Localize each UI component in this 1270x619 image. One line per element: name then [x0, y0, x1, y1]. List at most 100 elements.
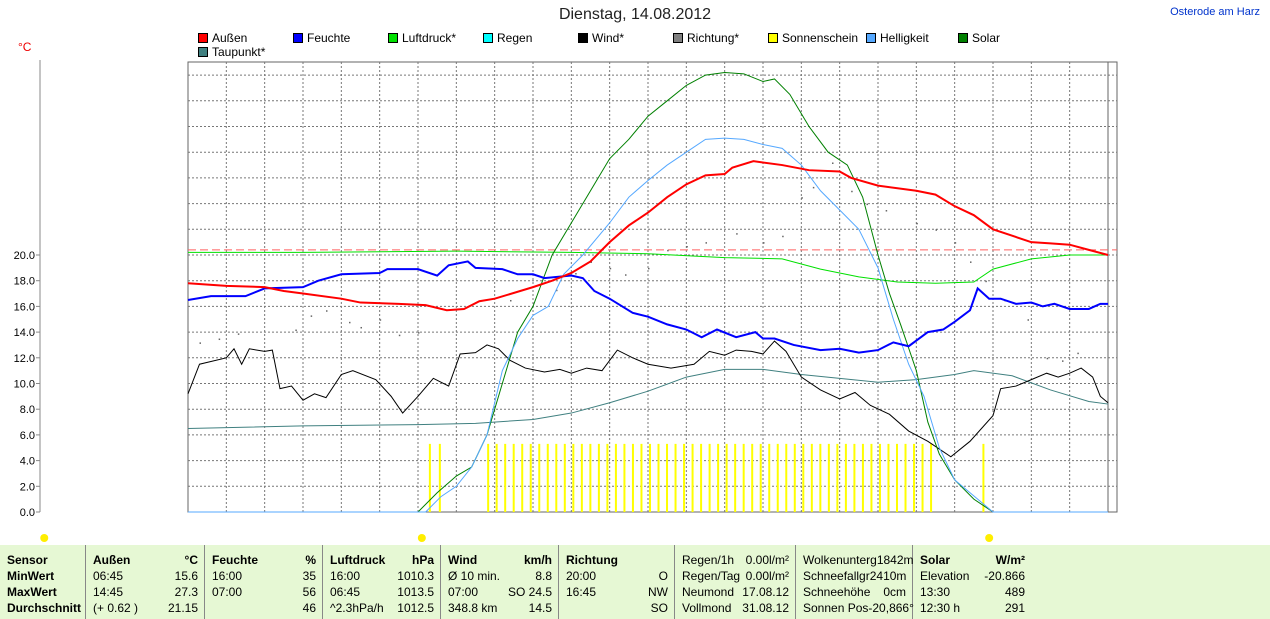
legend-swatch [673, 33, 683, 43]
series-luftdruck [188, 250, 1108, 284]
location-link[interactable]: Osterode am Harz [1170, 6, 1260, 18]
table-row: ^2.3hPa/h 1012.5 [330, 601, 434, 617]
richtung-point [295, 329, 297, 332]
table-cell: 13:30 [920, 585, 951, 599]
legend-swatch [388, 33, 398, 43]
table-cell: 12:30 h [920, 601, 961, 615]
richtung-point [705, 242, 707, 244]
table-cell: 1013.5 [397, 585, 434, 599]
series-außen [187, 160, 1109, 312]
column-außen: Außen °C 06:45 15.6 14:45 27.3 (+ 0.62 ) 21.15 [86, 545, 205, 619]
legend-label: Wind* [592, 31, 625, 45]
table-cell: Luftdruck [330, 553, 386, 567]
table-cell: 21.15 [167, 601, 198, 615]
table-cell: 06:45 [330, 585, 361, 599]
y-tick-label: 20.0 [14, 250, 35, 262]
table-row: Wolkenunterg 1842m [803, 553, 914, 569]
chart-title: Dienstag, 14.08.2012 [558, 6, 712, 23]
table-cell: 1842m [876, 553, 914, 567]
table-cell: 1012.5 [397, 601, 434, 615]
table-cell: Elevation [920, 569, 970, 583]
table-row: 20:00 O [566, 569, 668, 585]
legend-swatch [483, 33, 493, 43]
table-cell: Sonnen Pos [803, 601, 869, 615]
table-cell: Neumond [682, 585, 735, 599]
richtung-point [851, 190, 853, 193]
table-cell: MaxWert [7, 585, 57, 599]
table-cell: 1010.3 [397, 569, 434, 583]
table-cell: 291 [1004, 601, 1025, 615]
y-tick-label: 18.0 [14, 276, 35, 288]
column-feuchte: Feuchte% 16:00 35 07:00 56 46 [205, 545, 323, 619]
legend-label: Richtung* [687, 31, 740, 45]
richtung-point [1062, 360, 1064, 362]
table-cell: 14.5 [528, 601, 552, 615]
table-row: 14:45 27.3 [93, 585, 198, 601]
table-cell: 8.8 [535, 569, 552, 583]
richtung-point [885, 210, 888, 212]
table-row: Feuchte% [212, 553, 316, 569]
richtung-point [866, 203, 868, 206]
richtung-point [1027, 319, 1029, 321]
info-column: Regen/1h 0.00l/m² Regen/Tag 0.00l/m² Neumond… [675, 545, 796, 619]
table-row: Durchschnitt [7, 601, 81, 617]
table-cell: -20,866° [868, 601, 914, 615]
column-richtung: Richtung 20:00 O 16:45 NW SO [559, 545, 675, 619]
table-cell: Vollmond [682, 601, 732, 615]
table-cell: °C [184, 553, 198, 567]
table-row: Neumond 17.08.12 [682, 585, 789, 601]
richtung-point [379, 319, 382, 321]
legend-swatch [198, 33, 208, 43]
legend-swatch [958, 33, 968, 43]
sun-marker [985, 534, 994, 542]
table-cell: ^2.3hPa/h [330, 601, 384, 615]
legend-item: Sonnenschein [768, 31, 858, 45]
table-cell: 20:00 [566, 569, 597, 583]
table-cell: Wind [448, 553, 478, 567]
info-column: Wolkenunterg 1842m Schneefallgr 2410m Schnee… [796, 545, 914, 619]
table-cell: 31.08.12 [742, 601, 789, 615]
table-cell: % [305, 553, 316, 567]
table-cell: (+ 0.62 ) [93, 601, 139, 615]
richtung-point [763, 242, 765, 244]
legend-label: Solar [972, 31, 1001, 45]
table-cell: 07:00 [448, 585, 479, 599]
legend-swatch [578, 33, 588, 43]
series-helligkeit [188, 137, 1108, 513]
column-wind: Wind km/h Ø 10 min. 8.8 07:00 SO 24.5 348.8 km… [441, 545, 559, 619]
legend-label: Feuchte [307, 31, 351, 45]
richtung-point [667, 249, 669, 252]
legend-swatch [866, 33, 876, 43]
table-row: Vollmond 31.08.12 [682, 601, 789, 617]
legend-item: Wind* [578, 31, 624, 45]
stats-table: Sensor MinWert MaxWert Durchschnitt Außen °C 0… [0, 545, 1270, 619]
table-row: 12:30 h 291 [920, 601, 1025, 617]
table-cell: 06:45 [93, 569, 124, 583]
table-cell: O [658, 569, 668, 583]
richtung-point [310, 315, 313, 317]
richtung-point [985, 280, 987, 283]
table-cell: 2410m [869, 569, 907, 583]
legend-item: Taupunkt* [198, 45, 265, 59]
table-cell: 27.3 [174, 585, 198, 599]
table-cell: Solar [920, 553, 951, 567]
table-cell: Wolkenunterg [803, 553, 877, 567]
richtung-point [648, 267, 650, 270]
table-row: Ø 10 min. 8.8 [448, 569, 552, 585]
richtung-point [510, 299, 512, 302]
table-row: 16:00 35 [212, 569, 316, 585]
table-cell: MinWert [7, 569, 55, 583]
table-cell: km/h [523, 553, 552, 567]
table-row: Außen °C [93, 553, 198, 569]
table-row: 07:00 56 [212, 585, 316, 601]
table-cell: 16:00 [212, 569, 243, 583]
y-tick-label: 0.0 [20, 507, 35, 519]
legend-item: Feuchte [293, 31, 350, 45]
table-cell: Schneefallgr [803, 569, 870, 583]
sun-marker [417, 534, 426, 542]
sensor-column: Sensor MinWert MaxWert Durchschnitt [0, 545, 86, 619]
table-cell: 0cm [883, 585, 906, 599]
table-row: 07:00 SO 24.5 [448, 585, 552, 601]
table-cell: 35 [302, 569, 316, 583]
table-cell: W/m² [995, 553, 1025, 567]
